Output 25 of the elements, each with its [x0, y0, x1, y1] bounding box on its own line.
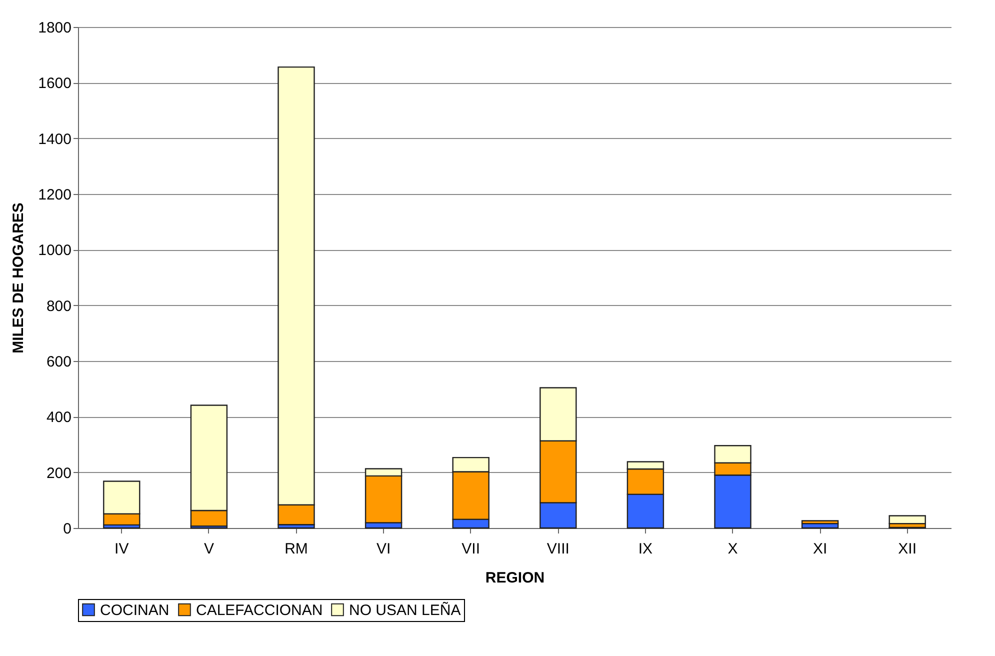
y-tick-label: 200: [46, 464, 72, 482]
x-tick-label: VI: [376, 540, 391, 558]
y-tick-label: 800: [46, 298, 72, 315]
x-tick-label: IX: [638, 540, 653, 558]
y-tick-label: 0: [63, 520, 72, 538]
x-tick-label: X: [728, 540, 738, 558]
x-tick-label: RM: [284, 540, 308, 558]
x-tick-label: IV: [114, 540, 129, 558]
y-tick-label: 1600: [38, 75, 72, 92]
y-tick-label: 1800: [38, 20, 72, 36]
y-tick-label: 400: [46, 409, 72, 426]
legend-label: NO USAN LEÑA: [349, 600, 461, 619]
x-tick-label: VIII: [546, 540, 570, 558]
y-tick-label: 1200: [38, 186, 72, 204]
y-tick-label: 1000: [38, 242, 72, 260]
legend-label: COCINAN: [100, 602, 170, 619]
y-tick-label: 1400: [38, 130, 72, 148]
y-tick-label: 600: [46, 354, 72, 370]
x-tick-label: VII: [462, 540, 480, 558]
y-axis-title: MILES DE HOGARES: [10, 202, 28, 354]
x-axis-title: REGION: [485, 570, 545, 586]
x-tick-label: V: [204, 540, 214, 558]
legend-label: CALEFACCIONAN: [196, 602, 323, 619]
x-tick-label: XII: [898, 540, 917, 558]
x-tick-label: XI: [812, 540, 828, 558]
